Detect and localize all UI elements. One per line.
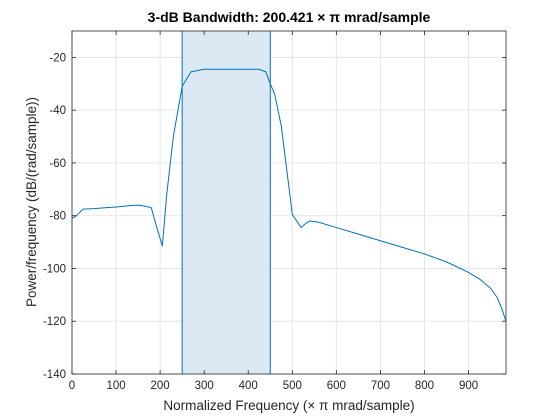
x-axis-label: Normalized Frequency (× π mrad/sample)	[163, 398, 414, 413]
x-tick-label: 900	[459, 380, 478, 392]
bandwidth-region	[182, 31, 271, 374]
y-tick-label: -80	[49, 211, 66, 223]
y-tick-label: -20	[49, 52, 66, 64]
y-tick-label: -60	[49, 158, 66, 170]
x-tick-label: 200	[151, 380, 170, 392]
x-tick-label: 0	[69, 380, 75, 392]
ticks: 0 100 200 300 400 500 600 700 800 900 -140 -120 -100…	[43, 31, 506, 392]
x-tick-label: 600	[327, 380, 346, 392]
axes-box	[71, 30, 507, 375]
y-tick-label: -100	[43, 263, 66, 275]
x-tick-label: 300	[195, 380, 214, 392]
x-tick-label: 700	[371, 380, 390, 392]
chart-title: 3-dB Bandwidth: 200.421 × π mrad/sample	[148, 9, 431, 25]
psd-series-line	[71, 68, 507, 322]
y-tick-label: -120	[43, 316, 66, 328]
y-axis-label: Power/frequency (dB/(rad/sample))	[24, 97, 39, 307]
x-tick-label: 500	[283, 380, 302, 392]
y-tick-label: -40	[49, 105, 66, 117]
x-tick-label: 800	[415, 380, 434, 392]
axes-background	[72, 31, 506, 374]
x-tick-label: 100	[106, 380, 125, 392]
x-tick-label: 400	[239, 380, 258, 392]
y-tick-label: -140	[43, 369, 66, 381]
series-group	[71, 68, 507, 322]
